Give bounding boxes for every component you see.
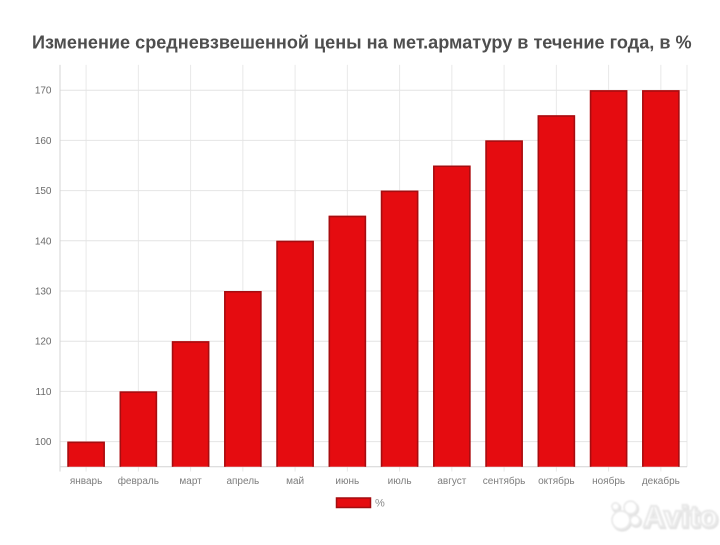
svg-text:%: % — [375, 498, 385, 510]
svg-text:160: 160 — [35, 136, 52, 147]
svg-text:август: август — [437, 476, 466, 487]
svg-text:февраль: февраль — [118, 475, 159, 487]
svg-text:130: 130 — [35, 287, 52, 298]
svg-text:150: 150 — [35, 186, 52, 197]
svg-text:октябрь: октябрь — [538, 475, 575, 487]
svg-text:март: март — [179, 476, 202, 487]
svg-text:Avito: Avito — [644, 502, 719, 535]
svg-text:сентябрь: сентябрь — [483, 475, 526, 487]
svg-text:ноябрь: ноябрь — [592, 475, 625, 487]
svg-text:Изменение средневзвешенной цен: Изменение средневзвешенной цены на мет.а… — [32, 33, 692, 53]
svg-text:май: май — [286, 476, 304, 487]
svg-text:110: 110 — [36, 387, 52, 398]
svg-text:100: 100 — [35, 437, 52, 448]
svg-text:140: 140 — [35, 236, 52, 247]
svg-text:январь: январь — [70, 476, 102, 487]
svg-text:декабрь: декабрь — [642, 475, 680, 487]
svg-text:июль: июль — [388, 476, 412, 487]
svg-text:Avito: Avito — [643, 501, 718, 534]
svg-text:170: 170 — [35, 86, 52, 97]
svg-text:апрель: апрель — [226, 476, 259, 487]
svg-text:июнь: июнь — [335, 476, 359, 487]
svg-text:120: 120 — [35, 337, 52, 348]
